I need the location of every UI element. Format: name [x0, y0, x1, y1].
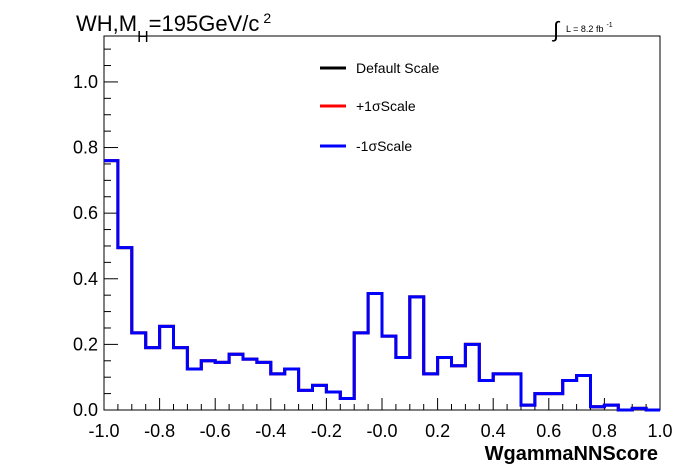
y-tick-label: 0.8	[73, 138, 98, 158]
y-tick-label: 0.4	[73, 269, 98, 289]
chart-title: WH,MH=195GeV/c 2	[76, 10, 271, 46]
lumi-integral-symbol: ∫	[551, 17, 561, 42]
chart-title-sub: H	[137, 29, 149, 46]
legend: Default Scale +1σScale -1σScale	[320, 60, 439, 154]
chart-title-main: WH,M	[76, 11, 137, 36]
x-tick-label: -0.0	[366, 421, 397, 441]
x-tick-label: -1.0	[88, 421, 119, 441]
y-tick-label: 0.6	[73, 203, 98, 223]
x-tick-label: 0.2	[425, 421, 450, 441]
x-tick-label: -0.2	[311, 421, 342, 441]
chart-title-sup: 2	[263, 10, 271, 26]
x-tick-label: 0.8	[592, 421, 617, 441]
y-tick-label: 0.0	[73, 400, 98, 420]
x-tick-label: 0.6	[536, 421, 561, 441]
legend-label-plus1sigma: +1σScale	[356, 98, 416, 114]
x-tick-label: -0.6	[200, 421, 231, 441]
series-line-minus1sigma	[104, 159, 660, 412]
legend-label-minus1sigma: -1σScale	[356, 138, 412, 154]
lumi-sup: -1	[606, 22, 612, 29]
axes: -1.0 -0.8 -0.6 -0.4 -0.2 -0.0 0.2 0.4 0.6 0.8 1.0 0…	[73, 48, 673, 441]
x-tick-label: 0.4	[481, 421, 506, 441]
x-tick-label: -0.8	[144, 421, 175, 441]
x-tick-label: 1.0	[647, 421, 672, 441]
legend-label-default: Default Scale	[356, 60, 439, 76]
lumi-label: L = 8.2 fb -1	[566, 22, 613, 34]
x-tick-label: -0.4	[255, 421, 286, 441]
lumi-text: L = 8.2 fb	[566, 24, 603, 34]
y-tick-label: 1.0	[73, 72, 98, 92]
y-tick-label: 0.2	[73, 334, 98, 354]
series-group	[104, 159, 660, 412]
x-axis-label: WgammaNNScore	[485, 443, 658, 465]
chart-title-rest: =195GeV/c	[149, 11, 260, 36]
